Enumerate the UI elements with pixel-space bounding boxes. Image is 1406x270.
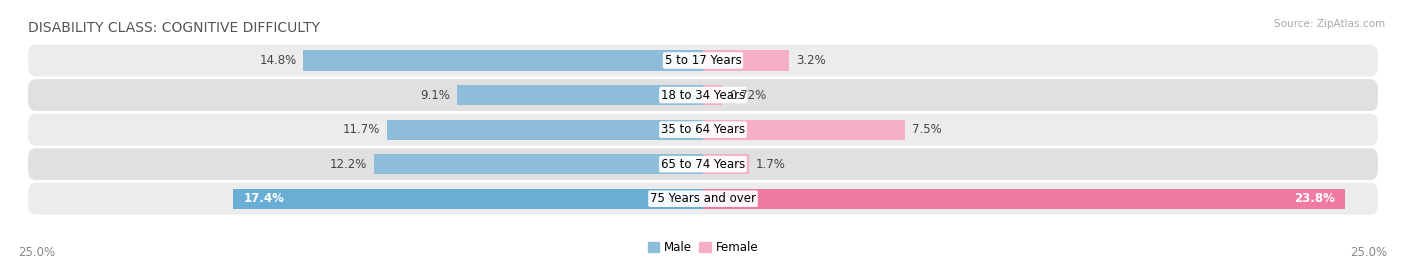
Text: DISABILITY CLASS: COGNITIVE DIFFICULTY: DISABILITY CLASS: COGNITIVE DIFFICULTY [28,21,321,35]
Bar [703,50,789,70]
Text: 9.1%: 9.1% [420,89,450,102]
Text: 18 to 34 Years: 18 to 34 Years [661,89,745,102]
Text: 23.8%: 23.8% [1294,192,1334,205]
Bar [703,120,905,140]
Bar [703,154,749,174]
Bar [304,50,703,70]
FancyBboxPatch shape [28,183,1378,215]
Bar [233,189,703,209]
FancyBboxPatch shape [28,148,1378,180]
Text: 25.0%: 25.0% [18,246,55,259]
Text: 35 to 64 Years: 35 to 64 Years [661,123,745,136]
Bar [703,189,1346,209]
Legend: Male, Female: Male, Female [643,236,763,258]
Text: 75 Years and over: 75 Years and over [650,192,756,205]
Text: 11.7%: 11.7% [343,123,381,136]
Text: 5 to 17 Years: 5 to 17 Years [665,54,741,67]
Bar [703,85,723,105]
Bar [387,120,703,140]
Text: 3.2%: 3.2% [796,54,825,67]
Text: 1.7%: 1.7% [755,158,786,171]
FancyBboxPatch shape [28,45,1378,76]
Bar [374,154,703,174]
Text: 14.8%: 14.8% [260,54,297,67]
FancyBboxPatch shape [28,114,1378,146]
Text: 65 to 74 Years: 65 to 74 Years [661,158,745,171]
Text: 7.5%: 7.5% [912,123,942,136]
FancyBboxPatch shape [28,79,1378,111]
Text: Source: ZipAtlas.com: Source: ZipAtlas.com [1274,19,1385,29]
Text: 0.72%: 0.72% [730,89,766,102]
Text: 17.4%: 17.4% [245,192,285,205]
Text: 12.2%: 12.2% [329,158,367,171]
Text: 25.0%: 25.0% [1351,246,1388,259]
Bar [457,85,703,105]
